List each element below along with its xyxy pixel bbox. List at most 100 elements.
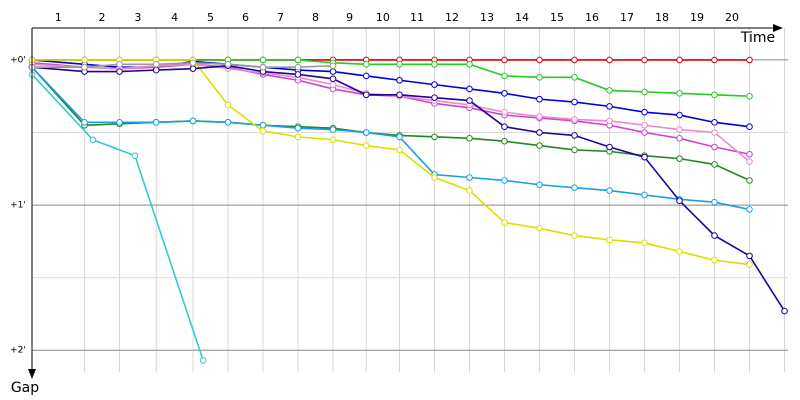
data-point (224, 119, 232, 126)
data-point (329, 62, 337, 70)
data-point (571, 232, 578, 239)
series-line (31, 62, 750, 156)
data-point (466, 174, 473, 181)
data-point (711, 232, 718, 239)
lap-label: 2 (99, 11, 106, 24)
lap-label: 10 (376, 11, 390, 24)
data-point (711, 161, 718, 168)
data-point (189, 59, 197, 67)
lap-label: 17 (620, 11, 634, 24)
data-point (536, 113, 543, 120)
data-point (431, 81, 438, 88)
data-point (396, 91, 403, 99)
lap-label: 7 (277, 11, 284, 24)
data-point (152, 66, 160, 74)
data-point (259, 56, 267, 64)
data-point (431, 60, 438, 68)
data-point (746, 206, 753, 213)
lap-label: 18 (655, 11, 669, 24)
lap-label: 20 (725, 11, 739, 24)
data-point (536, 142, 543, 149)
data-point (501, 123, 508, 131)
lap-label: 13 (480, 11, 494, 24)
data-point (676, 56, 683, 64)
data-point (536, 129, 543, 136)
data-point (259, 127, 267, 135)
data-point (396, 133, 403, 141)
data-point (294, 71, 302, 78)
data-point (81, 119, 88, 126)
series-line (31, 66, 750, 211)
data-point (571, 98, 578, 106)
data-point (116, 68, 123, 75)
data-point (606, 236, 613, 244)
data-point (641, 108, 648, 116)
data-point (781, 307, 788, 315)
data-point (466, 187, 473, 194)
data-point (711, 56, 718, 64)
data-point (466, 135, 473, 142)
data-point (466, 97, 473, 104)
data-point (362, 142, 370, 149)
data-point (396, 76, 403, 84)
data-point (606, 56, 613, 64)
plot (28, 56, 788, 364)
data-point (431, 94, 438, 101)
data-point (116, 119, 123, 126)
lap-label: 6 (242, 11, 249, 24)
data-point (501, 72, 508, 80)
series-line (31, 64, 786, 312)
data-point (362, 129, 370, 136)
data-point (676, 111, 683, 119)
data-point (641, 191, 648, 199)
data-point (711, 119, 718, 126)
data-point (606, 187, 613, 194)
data-point (746, 252, 753, 260)
lap-label: 9 (346, 11, 353, 24)
data-point (501, 90, 508, 97)
data-point (641, 121, 648, 129)
data-point (396, 60, 403, 68)
data-point (536, 74, 543, 81)
data-point (711, 129, 718, 136)
data-point (606, 87, 613, 94)
y-tick-label: +2' (10, 346, 26, 356)
data-point (152, 60, 160, 68)
data-point (746, 261, 753, 268)
data-point (189, 117, 197, 125)
data-point (676, 135, 683, 142)
data-point (396, 146, 403, 154)
data-point (641, 153, 648, 161)
data-point (259, 121, 267, 129)
grid (31, 28, 788, 372)
data-point (676, 248, 683, 255)
data-point (641, 129, 648, 136)
data-point (571, 116, 578, 123)
data-point (536, 225, 543, 232)
data-point (431, 133, 438, 141)
data-point (711, 91, 718, 99)
data-point (641, 88, 648, 96)
data-point (571, 56, 578, 64)
data-point (746, 150, 753, 158)
data-point (641, 239, 648, 247)
lap-label: 11 (410, 11, 424, 24)
lap-label: 14 (515, 11, 529, 24)
y-axis-title: Gap (11, 380, 39, 396)
data-point (746, 177, 753, 184)
data-point (501, 219, 508, 226)
lap-label: 16 (585, 11, 599, 24)
data-point (259, 63, 267, 71)
data-point (571, 184, 578, 191)
x-axis-title: Time (740, 30, 775, 46)
data-point (711, 256, 718, 264)
lap-label: 15 (550, 11, 564, 24)
data-point (199, 357, 207, 364)
data-point (362, 91, 370, 99)
data-point (676, 90, 683, 97)
lap-label: 1 (55, 11, 62, 24)
series-line (31, 73, 204, 361)
data-point (294, 63, 302, 71)
data-point (606, 143, 613, 151)
data-point (431, 174, 438, 181)
